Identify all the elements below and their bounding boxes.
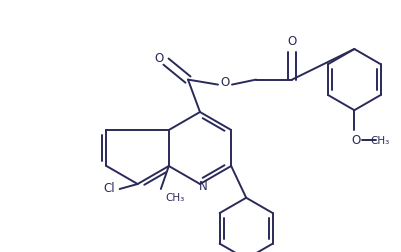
Text: O: O: [154, 52, 164, 65]
Text: N: N: [198, 179, 207, 193]
Text: CH₃: CH₃: [165, 193, 184, 203]
Text: Cl: Cl: [104, 182, 115, 196]
Text: O: O: [288, 35, 297, 48]
Text: O: O: [221, 76, 230, 89]
Text: CH₃: CH₃: [371, 136, 390, 146]
Text: O: O: [352, 134, 361, 147]
